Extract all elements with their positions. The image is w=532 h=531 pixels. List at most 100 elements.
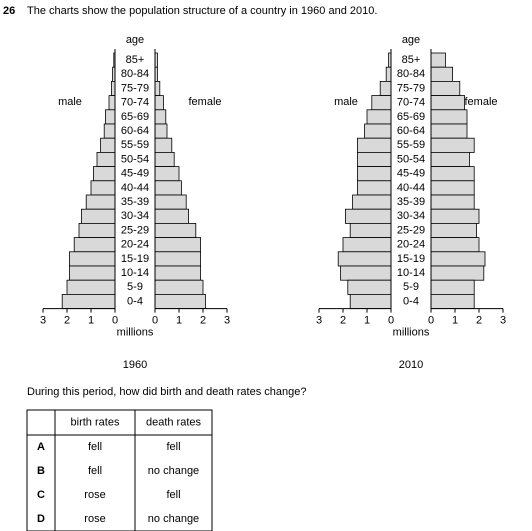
category-label: 55-59 — [121, 139, 149, 151]
category-label: 5-9 — [403, 281, 419, 293]
category-label: 40-44 — [397, 182, 425, 194]
male-bar — [85, 194, 116, 210]
male-bar — [337, 251, 392, 267]
x-axis-label: millions — [117, 327, 154, 339]
male-bar — [349, 293, 392, 309]
category-label: 60-64 — [397, 125, 425, 137]
female-bar — [154, 279, 204, 295]
category-label: 30-34 — [121, 210, 149, 222]
female-bar — [430, 137, 475, 153]
y-axis-label: age — [126, 34, 144, 46]
female-bar — [154, 95, 164, 111]
category-label: 25-29 — [397, 224, 425, 236]
male-bar — [356, 137, 392, 153]
category-label: 30-34 — [397, 210, 425, 222]
category-label: 5-9 — [127, 281, 143, 293]
male-bar — [66, 279, 116, 295]
category-label: 80-84 — [121, 68, 149, 80]
male-bar — [349, 222, 392, 238]
category-label: 20-24 — [397, 239, 425, 251]
category-label: 35-39 — [397, 196, 425, 208]
category-label: 45-49 — [121, 168, 149, 180]
question-text: The charts show the population structure… — [27, 5, 377, 17]
table-header: birth rates — [71, 416, 120, 428]
male-bar — [90, 180, 116, 196]
x-tick-label: 2 — [476, 315, 482, 327]
category-label: 85+ — [126, 54, 145, 66]
female-bar — [430, 180, 475, 196]
option-letter: B — [37, 465, 45, 477]
category-label: 0-4 — [127, 295, 143, 307]
question-number: 26 — [3, 5, 15, 17]
male-bar — [344, 208, 392, 224]
category-label: 50-54 — [121, 153, 149, 165]
category-label: 10-14 — [397, 267, 425, 279]
female-bar — [430, 237, 480, 253]
male-bar — [100, 137, 116, 153]
x-tick-label: 3 — [224, 315, 230, 327]
table-cell: rose — [84, 489, 105, 501]
female-bar — [430, 123, 468, 139]
category-label: 65-69 — [397, 111, 425, 123]
category-label: 15-19 — [121, 253, 149, 265]
series-label: female — [188, 96, 221, 108]
male-bar — [379, 81, 392, 97]
table-header: death rates — [146, 416, 202, 428]
table-cell: fell — [88, 465, 102, 477]
category-label: 85+ — [402, 54, 421, 66]
category-label: 65-69 — [121, 111, 149, 123]
category-label: 75-79 — [121, 82, 149, 94]
category-label: 40-44 — [121, 182, 149, 194]
x-tick-label: 3 — [40, 315, 46, 327]
male-bar — [111, 81, 116, 97]
chart-title: 2010 — [399, 359, 423, 371]
female-bar — [430, 251, 486, 267]
male-bar — [105, 109, 116, 125]
x-tick-label: 1 — [452, 315, 458, 327]
male-bar — [69, 251, 116, 267]
x-tick-label: 2 — [200, 315, 206, 327]
option-letter: C — [37, 489, 45, 501]
male-bar — [81, 208, 116, 224]
male-bar — [356, 180, 392, 196]
female-bar — [154, 293, 206, 309]
category-label: 75-79 — [397, 82, 425, 94]
female-bar — [430, 194, 475, 210]
male-bar — [371, 95, 392, 111]
female-bar — [430, 66, 454, 82]
male-bar — [340, 265, 392, 281]
table-cell: fell — [166, 489, 180, 501]
category-label: 15-19 — [397, 253, 425, 265]
female-bar — [430, 208, 480, 224]
female-bar — [154, 208, 189, 224]
x-tick-label: 0 — [152, 315, 158, 327]
series-label: male — [334, 96, 358, 108]
female-bar — [430, 109, 468, 125]
female-bar — [430, 95, 465, 111]
y-axis-label: age — [402, 34, 420, 46]
female-bar — [154, 222, 197, 238]
male-bar — [69, 265, 116, 281]
female-bar — [154, 265, 201, 281]
series-label: female — [464, 96, 497, 108]
male-bar — [108, 95, 116, 111]
female-bar — [430, 166, 475, 182]
category-label: 50-54 — [397, 153, 425, 165]
table-cell: no change — [148, 513, 199, 525]
female-bar — [430, 293, 475, 309]
x-tick-label: 0 — [112, 315, 118, 327]
category-label: 45-49 — [397, 168, 425, 180]
question-prompt: During this period, how did birth and de… — [27, 386, 306, 398]
female-bar — [154, 251, 201, 267]
male-bar — [73, 237, 116, 253]
category-label: 55-59 — [397, 139, 425, 151]
female-bar — [154, 166, 180, 182]
male-bar — [356, 166, 392, 182]
male-bar — [366, 109, 392, 125]
male-bar — [61, 293, 116, 309]
x-tick-label: 2 — [340, 315, 346, 327]
female-bar — [430, 265, 485, 281]
female-bar — [430, 279, 475, 295]
chart-title: 1960 — [123, 359, 147, 371]
x-tick-label: 1 — [88, 315, 94, 327]
